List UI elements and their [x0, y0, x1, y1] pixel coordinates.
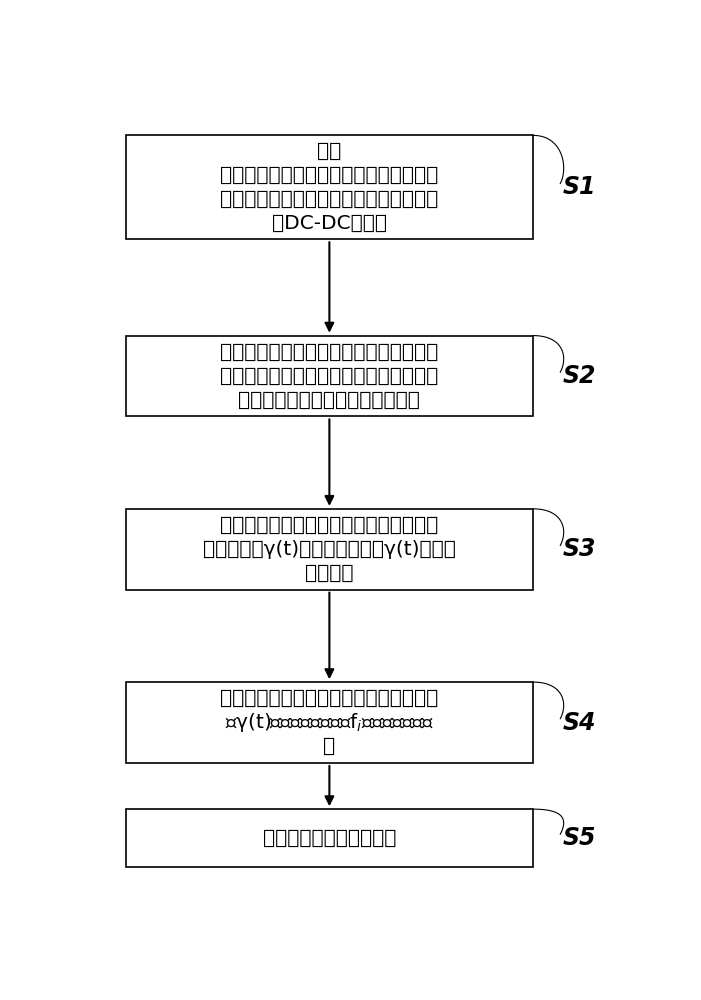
Bar	[125, 682, 533, 763]
Text: 积: 积	[323, 737, 336, 756]
Bar	[125, 135, 533, 239]
Text: 特征量；光伏发电组件包括太阳电池组件: 特征量；光伏发电组件包括太阳电池组件	[220, 190, 439, 209]
Text: 根据内积，输出故障类型: 根据内积，输出故障类型	[263, 829, 396, 848]
Text: 量γ(t)，以及故障特征值f$_i$，计算并输出内: 量γ(t)，以及故障特征值f$_i$，计算并输出内	[225, 711, 434, 734]
Bar	[125, 809, 533, 867]
Text: S2: S2	[563, 364, 597, 388]
Text: 相同的数字孪生体，计算并输出数字孪生: 相同的数字孪生体，计算并输出数字孪生	[220, 367, 439, 386]
Text: S4: S4	[563, 711, 597, 735]
Bar	[125, 509, 533, 590]
Text: 检测: 检测	[318, 142, 341, 161]
Text: S3: S3	[563, 537, 597, 561]
Text: 体中，光伏发电组件的测量特征量: 体中，光伏发电组件的测量特征量	[238, 391, 421, 410]
Text: 检测结果: 检测结果	[305, 564, 353, 583]
Text: 当所述检测结果存在故障时，根据残差向: 当所述检测结果存在故障时，根据残差向	[220, 689, 439, 708]
Text: 并输出待检测光伏发电组件物理实体中的: 并输出待检测光伏发电组件物理实体中的	[220, 166, 439, 185]
Bar	[125, 336, 533, 416]
Text: 根据特征量，以及测量特征量，计算并输: 根据特征量，以及测量特征量，计算并输	[220, 516, 439, 535]
Text: 和DC-DC变换器: 和DC-DC变换器	[272, 214, 387, 233]
Text: 出残差向量γ(t)；根据残差向量γ(t)，输出: 出残差向量γ(t)；根据残差向量γ(t)，输出	[203, 540, 456, 559]
Text: S1: S1	[563, 175, 597, 199]
Text: S5: S5	[563, 826, 597, 850]
Text: 构建与待检测光伏发电组件物理实体结构: 构建与待检测光伏发电组件物理实体结构	[220, 342, 439, 361]
